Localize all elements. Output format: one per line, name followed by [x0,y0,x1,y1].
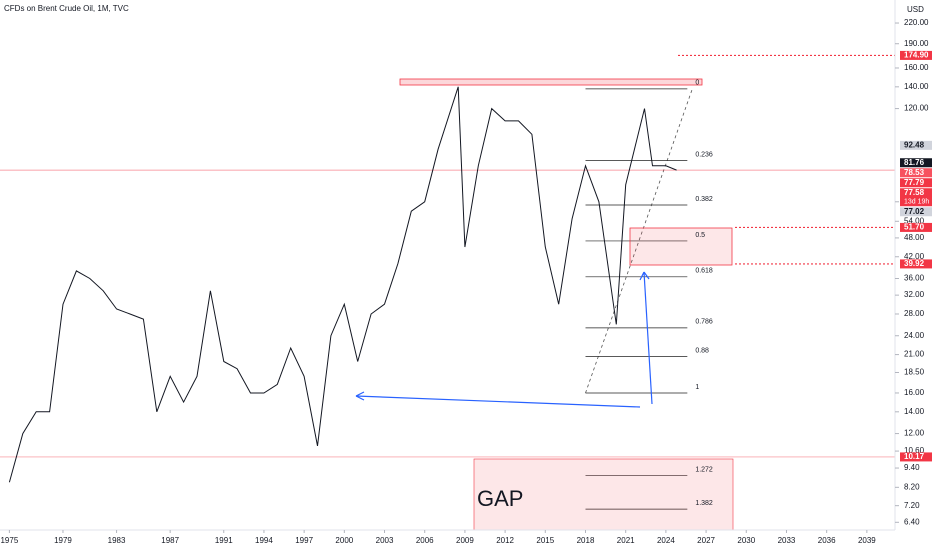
price-label-box [900,50,932,60]
y-tick-label: 140.00 [904,82,929,91]
y-tick-label: 48.00 [904,233,925,242]
fib-label: 1.382 [695,500,713,507]
arrow-line [355,395,641,408]
x-tick-label: 1997 [295,536,313,545]
fib-label: 0.236 [695,151,713,158]
arrow-head [355,391,365,401]
fib-label: 0.5 [695,232,705,239]
fib-label: 0.88 [695,347,709,354]
y-tick-label: 54.00 [904,216,925,225]
price-label-box [900,168,932,178]
y-tick-label: 190.00 [904,39,929,48]
arrow-line [643,271,653,405]
price-label-box [900,158,932,168]
y-tick-label: 18.50 [904,368,925,377]
resistance-box [399,78,703,86]
price-label: 92.48 [904,140,925,149]
y-tick-label: 21.00 [904,350,925,359]
price-label: 10.17 [904,452,925,461]
x-tick-label: 2036 [818,536,836,545]
y-tick-label: 10.60 [904,446,925,455]
y-tick-label: 32.00 [904,290,925,299]
y-axis-label: USD [907,5,924,14]
y-tick-label: 160.00 [904,63,929,72]
x-tick-label: 2006 [416,536,434,545]
y-tick-label: 7.20 [904,501,920,510]
y-tick-label: 6.40 [904,517,920,526]
fib-label: 0 [695,80,699,87]
x-tick-label: 2000 [335,536,353,545]
x-tick-label: 2039 [858,536,876,545]
x-tick-label: 2009 [456,536,474,545]
price-label-box [900,259,932,269]
y-tick-label: 14.00 [904,407,925,416]
price-label-box [900,140,932,150]
price-label: 78.53 [904,168,925,177]
x-tick-label: 2033 [778,536,796,545]
y-tick-label: 120.00 [904,104,929,113]
y-tick-label: 28.00 [904,309,925,318]
fib-label: 0.382 [695,196,713,203]
chart-title: CFDs on Brent Crude Oil, 1M, TVC [4,4,129,13]
y-tick-label: 8.20 [904,482,920,491]
x-tick-label: 2012 [496,536,514,545]
price-label: 39.92 [904,259,925,268]
zone-box [629,227,733,266]
price-label: 81.76 [904,158,925,167]
fib-label: 1 [695,384,699,391]
price-label: 77.58 [904,188,925,197]
x-tick-label: 2024 [657,536,675,545]
x-tick-label: 1994 [255,536,273,545]
y-tick-label: 36.00 [904,274,925,283]
price-label: 51.70 [904,223,925,232]
x-tick-label: 1987 [161,536,179,545]
price-line-series [8,86,677,483]
x-tick-label: 1983 [108,536,126,545]
x-tick-label: 2027 [697,536,715,545]
y-tick-label: 24.00 [904,331,925,340]
x-tick-label: 1991 [215,536,233,545]
y-tick-label: 9.40 [904,463,920,472]
price-label-box [900,222,932,232]
countdown: 13d 19h [904,199,929,206]
price-label-box [900,188,932,207]
price-label: 77.02 [904,207,925,216]
x-tick-label: 2003 [376,536,394,545]
annotation: GAP [477,486,523,511]
price-label-box [900,178,932,188]
x-tick-label: 2015 [536,536,554,545]
x-tick-label: 2018 [577,536,595,545]
price-label: 77.79 [904,178,925,187]
fib-label: 1.272 [695,467,713,474]
price-label: 174.90 [904,51,929,60]
fib-label: 0.618 [695,268,713,275]
price-label-box [900,452,932,462]
gap-box [473,458,734,531]
arrow-head [639,271,650,281]
x-tick-label: 2021 [617,536,635,545]
y-tick-label: 42.00 [904,252,925,261]
y-tick-label: 12.00 [904,429,925,438]
x-tick-label: 1979 [54,536,72,545]
fib-label: 0.786 [695,319,713,326]
y-tick-label: 16.00 [904,388,925,397]
x-tick-label: 1975 [0,536,18,545]
x-tick-label: 2030 [737,536,755,545]
price-label-box [900,207,932,217]
y-tick-label: 220.00 [904,18,929,27]
